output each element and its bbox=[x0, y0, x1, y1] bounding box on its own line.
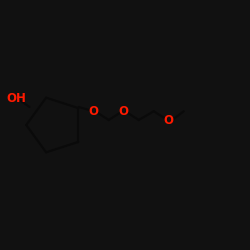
Text: O: O bbox=[89, 105, 99, 118]
Text: O: O bbox=[164, 114, 174, 126]
Text: O: O bbox=[119, 105, 129, 118]
Text: OH: OH bbox=[6, 92, 26, 105]
